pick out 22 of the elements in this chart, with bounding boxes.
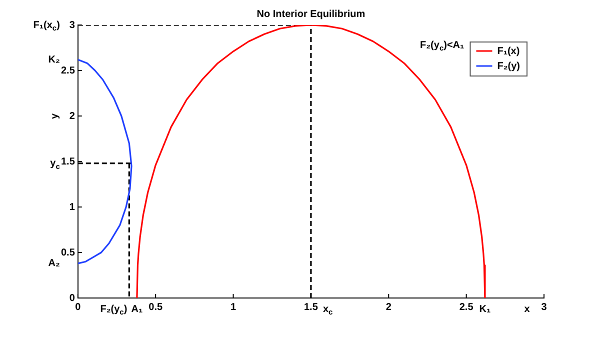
- annotation: A₁: [131, 304, 143, 315]
- y-tick-label: 2: [69, 110, 76, 122]
- x-tick-label: 2.5: [459, 302, 474, 313]
- annotation: A₂: [48, 258, 60, 270]
- annotation: K₂: [48, 54, 60, 66]
- x-tick-label: 3: [541, 302, 548, 313]
- chart-title: No Interior Equilibrium: [256, 8, 366, 20]
- x-axis-title: x: [524, 304, 530, 315]
- x-tick-label: 1: [230, 302, 236, 313]
- y-tick-label: 0.5: [60, 247, 76, 258]
- y-tick-label: 1: [69, 202, 76, 213]
- x-tick-label: 1.5: [304, 302, 318, 313]
- y-tick-label: 2.5: [60, 65, 76, 76]
- legend-label: F₂(y): [497, 60, 520, 72]
- x-tick-label: 2: [386, 302, 392, 313]
- y-tick-label: 0: [69, 292, 76, 304]
- y-axis-title: y: [50, 113, 61, 120]
- y-tick-label: 3: [69, 20, 76, 31]
- x-tick-label: 0.5: [148, 302, 163, 313]
- annotation: K₁: [479, 304, 491, 315]
- y-tick-label: 1.5: [60, 156, 76, 168]
- legend-label: F₁(x): [497, 46, 520, 57]
